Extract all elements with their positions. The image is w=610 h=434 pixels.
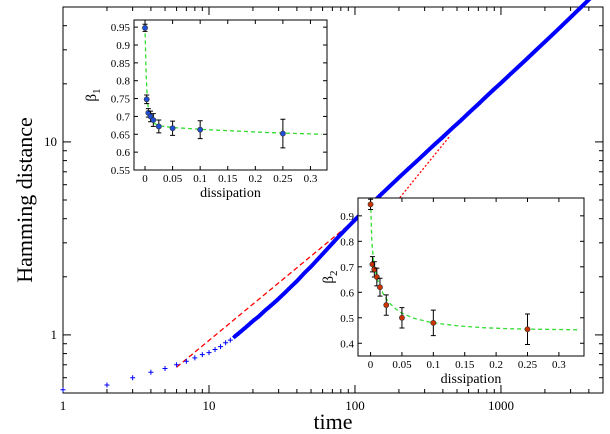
- data-point: [212, 347, 218, 353]
- inset-y-tick-label: 0.9: [340, 211, 354, 223]
- data-point: [206, 350, 212, 356]
- data-point: [218, 344, 224, 350]
- x-axis-label: time: [313, 409, 352, 434]
- inset-y-axis-subscript: 2: [328, 270, 340, 276]
- inset-y-tick-label: 0.7: [116, 111, 130, 123]
- inset-y-tick-label: 0.6: [340, 287, 354, 299]
- inset-x-tick-label: 0: [142, 173, 148, 185]
- inset-data-point: [373, 274, 380, 280]
- inset-data-point: [169, 125, 176, 132]
- inset-data-point: [371, 266, 378, 273]
- inset-y-tick-label: 0.9: [116, 40, 130, 52]
- inset-y-tick-label: 0.4: [340, 338, 354, 350]
- inset-x-tick-label: 0.2: [489, 359, 503, 371]
- inset-y-tick-label: 0.95: [111, 22, 131, 34]
- data-point: [130, 375, 136, 381]
- inset-y-tick-label: 0.7: [340, 262, 354, 274]
- inset-x-tick-label: 0: [368, 359, 374, 371]
- data-curve: [232, 0, 592, 339]
- inset-x-tick-label: 0.05: [392, 359, 412, 371]
- y-axis-label: Hamming distance: [12, 117, 37, 283]
- data-point: [104, 382, 110, 388]
- data-point: [199, 352, 205, 358]
- data-point: [148, 369, 154, 375]
- inset-data-point: [367, 201, 374, 208]
- inset-x-tick-label: 0.05: [163, 173, 183, 185]
- fit-line: [176, 219, 356, 368]
- data-point: [174, 362, 180, 368]
- inset-x-tick-label: 0.3: [304, 173, 318, 185]
- inset-x-tick-label: 0.1: [193, 173, 207, 185]
- inset-y-tick-label: 0.8: [340, 236, 354, 248]
- x-tick-label: 10: [202, 398, 215, 413]
- inset-y-tick-label: 0.85: [111, 58, 131, 70]
- x-tick-label: 1: [60, 398, 67, 413]
- inset-data-point: [150, 117, 157, 123]
- data-point: [227, 337, 233, 343]
- inset-y-axis-symbol: β: [321, 276, 337, 284]
- inset-x-tick-label: 0.25: [273, 173, 293, 185]
- inset-beta2: 0 0.05 0.1 0.15 0.2 0.25 0.3 0.4 0.5 0.6 0.7 0.8 0.9…: [321, 197, 585, 387]
- x-tick-label: 100: [345, 398, 365, 413]
- fit-line: [391, 135, 451, 208]
- inset-x-tick-label: 0.3: [552, 359, 566, 371]
- inset-x-tick-label: 0.15: [218, 173, 238, 185]
- inset-y-tick-label: 0.65: [111, 129, 131, 141]
- inset-frame: [357, 197, 585, 357]
- inset-data-point: [377, 284, 383, 291]
- y-tick-label: 10: [44, 134, 57, 149]
- inset-data-point: [383, 302, 390, 308]
- inset-data-point: [155, 123, 162, 130]
- inset-y-tick-label: 0.55: [111, 165, 131, 177]
- data-point: [162, 365, 168, 371]
- inset-x-axis-label: dissipation: [441, 372, 502, 387]
- x-tick-label: 1000: [488, 398, 514, 413]
- data-point: [183, 358, 189, 364]
- inset-y-tick-label: 0.8: [116, 76, 130, 88]
- inset-y-axis-subscript: 1: [91, 88, 103, 94]
- inset-y-axis-label: β1: [84, 88, 103, 101]
- inset-x-tick-label: 0.25: [518, 359, 538, 371]
- inset-y-axis-symbol: β: [84, 94, 100, 102]
- inset-x-tick-label: 0.2: [248, 173, 262, 185]
- inset-data-point: [197, 126, 204, 133]
- data-point: [192, 355, 198, 361]
- inset-beta1: 0 0.05 0.1 0.15 0.2 0.25 0.3 0.55 0.6 0.65 0.7 0.75…: [84, 19, 328, 201]
- inset-data-point: [524, 326, 531, 333]
- inset-frame: [133, 19, 328, 171]
- inset-x-tick-label: 0.15: [455, 359, 475, 371]
- data-point: [60, 387, 66, 393]
- inset-x-tick-label: 0.1: [426, 359, 440, 371]
- inset-y-tick-label: 0.6: [116, 147, 130, 159]
- inset-y-tick-label: 0.5: [340, 313, 354, 325]
- inset-data-point: [279, 130, 286, 137]
- data-point: [223, 340, 229, 346]
- inset-data-point: [430, 319, 437, 326]
- inset-y-tick-label: 0.75: [111, 94, 131, 106]
- inset-data-point: [143, 96, 150, 103]
- inset-x-axis-label: dissipation: [200, 186, 261, 201]
- inset-data-point: [399, 314, 405, 321]
- y-tick-label: 1: [51, 327, 58, 342]
- inset-y-axis-label: β2: [321, 270, 340, 283]
- inset-data-point: [142, 24, 148, 31]
